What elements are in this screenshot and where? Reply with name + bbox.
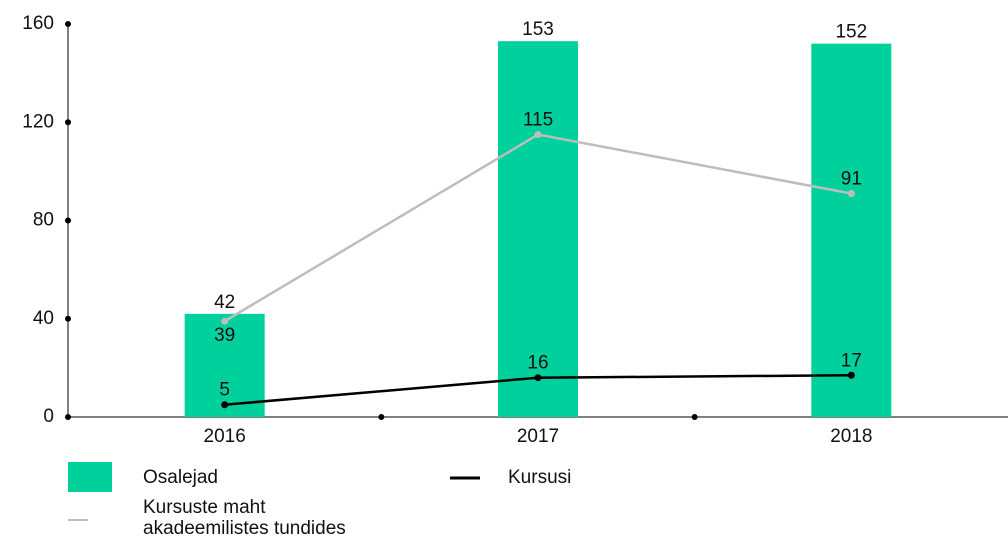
line-point (221, 401, 229, 409)
line-label: 91 (841, 168, 862, 189)
y-tick (65, 217, 71, 224)
y-tick-label: 120 (22, 111, 54, 132)
bar-label: 42 (214, 292, 235, 313)
bar (811, 43, 892, 418)
line-point (847, 189, 855, 197)
bar-label: 153 (522, 19, 554, 40)
y-tick (65, 21, 71, 27)
line-point (847, 371, 855, 379)
x-tick-label: 2017 (517, 426, 559, 447)
line-label: 17 (841, 350, 862, 371)
bar-label: 152 (835, 22, 867, 43)
line-point (221, 317, 229, 325)
line-label: 39 (214, 325, 235, 346)
y-tick (65, 414, 71, 420)
x-tick-label: 2018 (830, 426, 872, 447)
bar (184, 313, 265, 417)
legend-label: Kursuste maht akadeemilistes tundides (143, 497, 346, 539)
y-tick (65, 315, 71, 322)
bar (498, 41, 578, 417)
y-tick-label: 0 (43, 406, 54, 427)
line-label: 16 (527, 353, 548, 374)
y-tick-label: 160 (22, 13, 54, 34)
line-label: 115 (523, 110, 553, 131)
line-label: 5 (219, 380, 230, 401)
x-tick-label: 2016 (204, 426, 246, 447)
y-tick (65, 119, 71, 126)
y-tick-label: 80 (33, 210, 54, 231)
x-tick (691, 414, 698, 420)
x-tick (378, 414, 385, 420)
line-point (534, 374, 542, 382)
legend-label: Osalejad (143, 467, 218, 488)
legend-label: Kursusi (508, 467, 572, 488)
y-tick-label: 40 (33, 308, 54, 329)
legend-swatch (68, 462, 112, 492)
line-point (534, 131, 542, 139)
